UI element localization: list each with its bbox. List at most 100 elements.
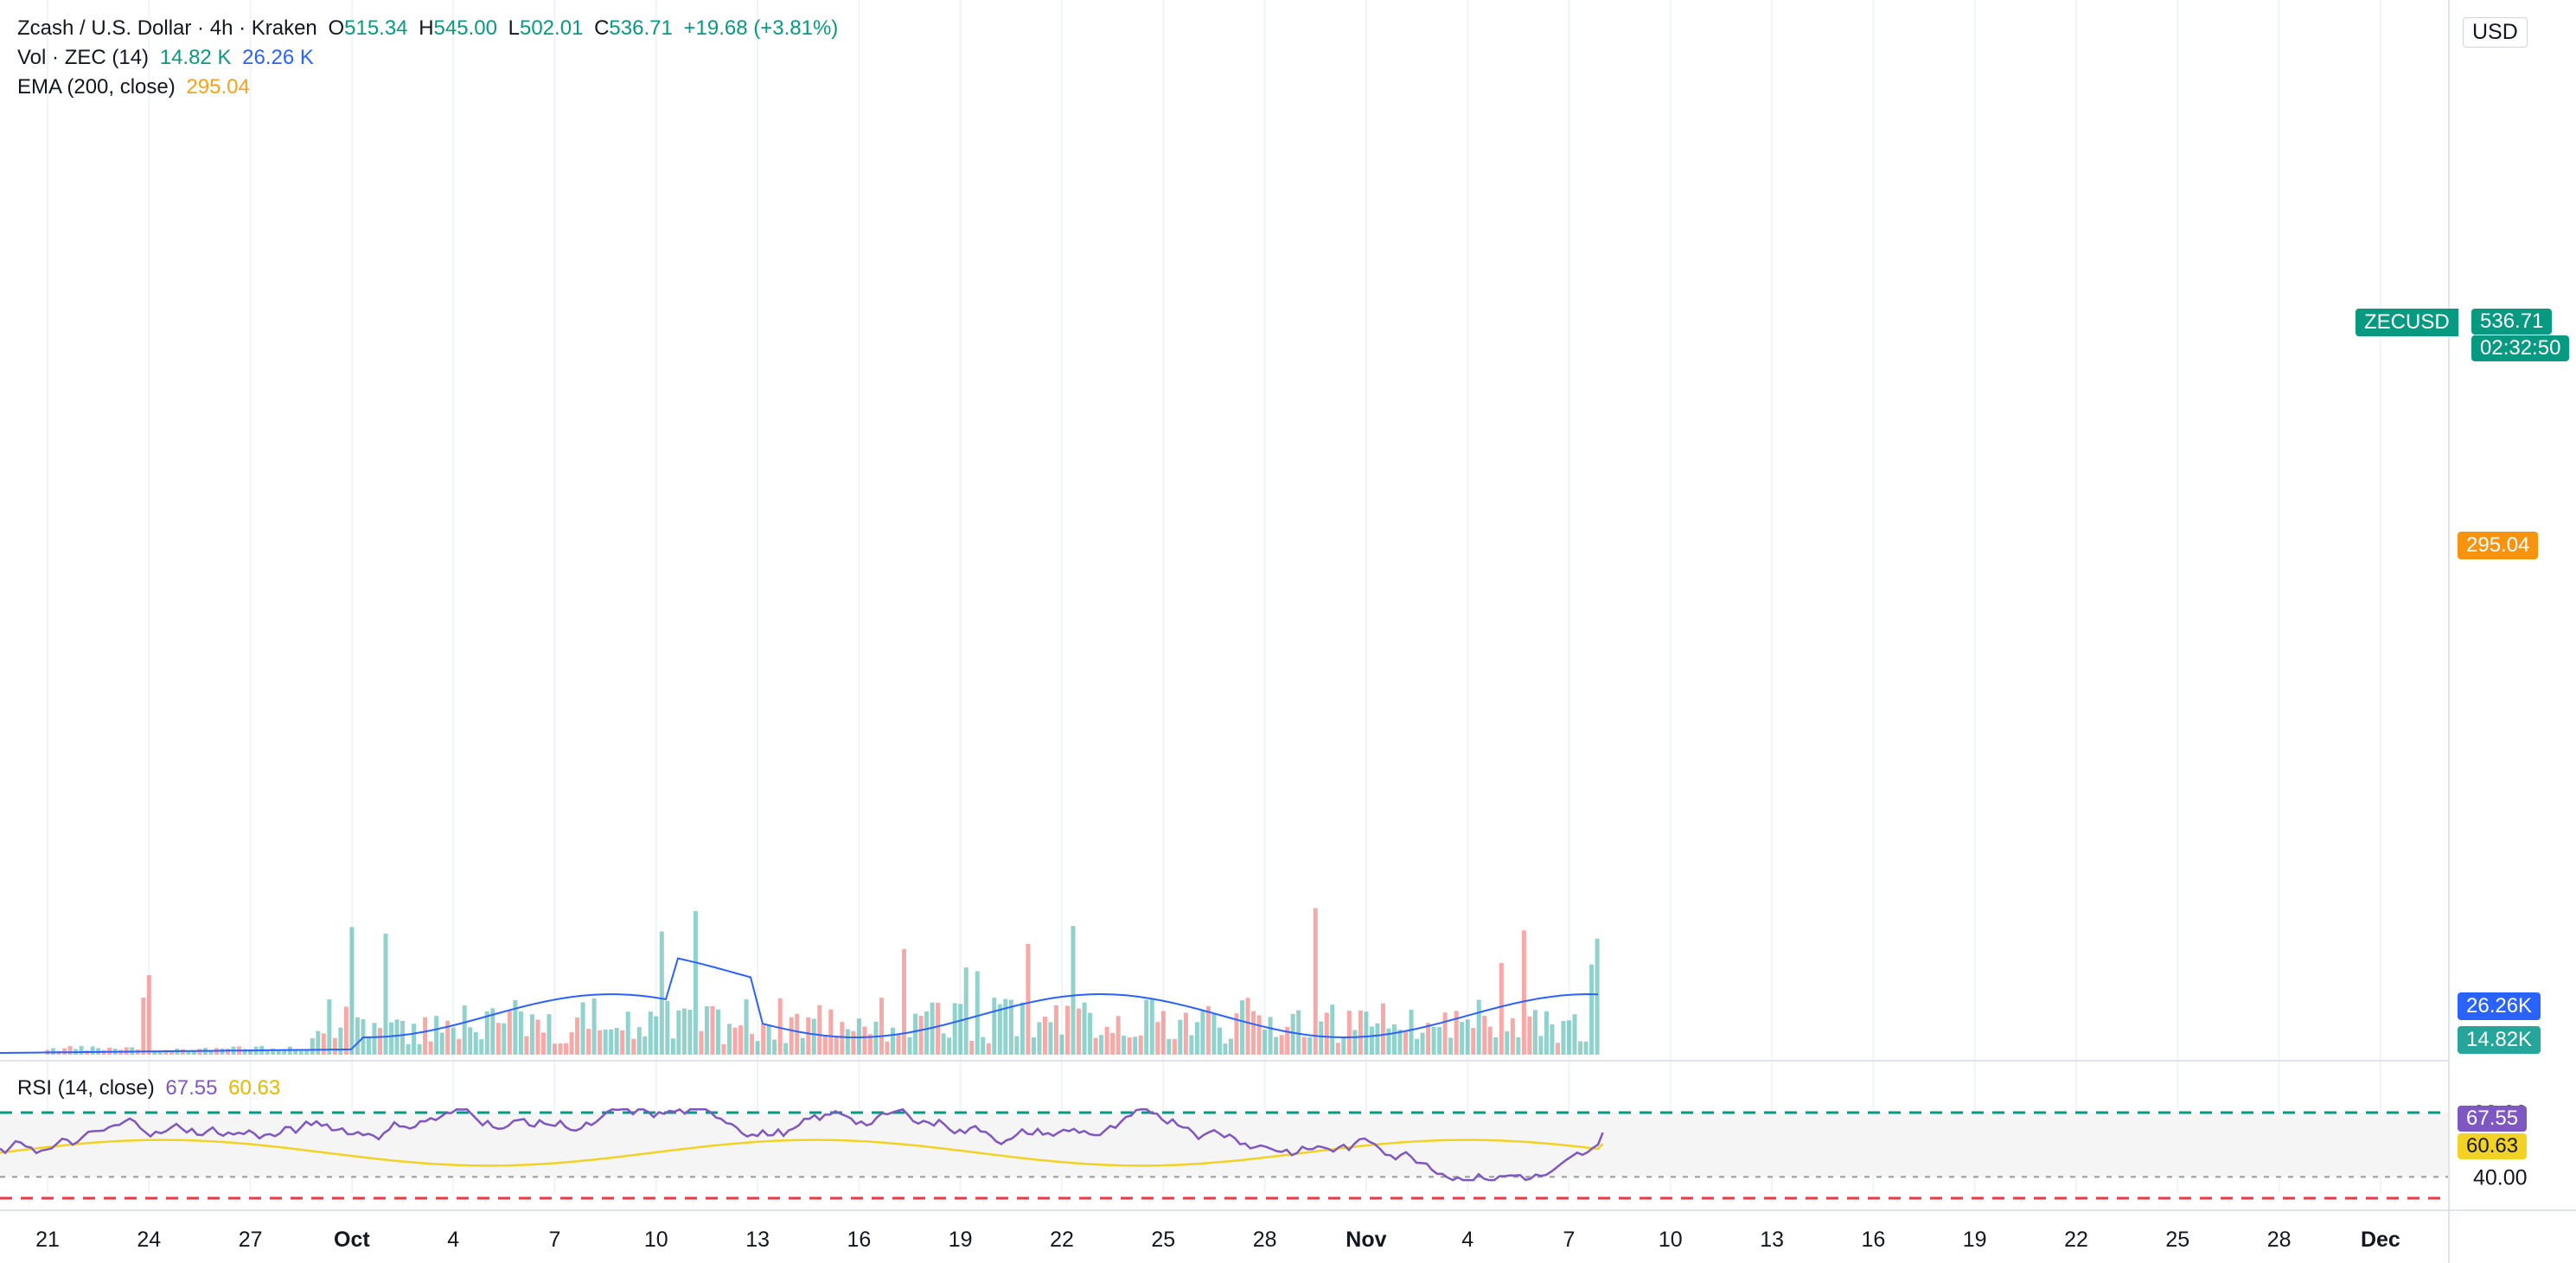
volume-bar <box>1026 943 1031 1055</box>
volume-bar <box>941 1033 946 1055</box>
volume-bar <box>372 1023 377 1055</box>
volume-bar <box>659 931 664 1055</box>
volume-bar <box>1251 1011 1256 1055</box>
volume-bar <box>958 1004 963 1055</box>
volume-bar <box>79 1046 84 1055</box>
time-tick-label: Oct <box>334 1228 370 1252</box>
time-axis[interactable]: 21 24 27 Oct 4 7 10 13 16 19 22 25 28 Nov 4 7 10 13 16 19 22… <box>0 1209 2576 1252</box>
volume-bar <box>1420 1032 1425 1055</box>
volume-bar <box>648 1011 653 1055</box>
volume-bar <box>710 1005 715 1055</box>
volume-bar <box>1589 964 1595 1055</box>
volume-bar <box>1205 1006 1211 1055</box>
volume-bar <box>1476 999 1481 1055</box>
volume-bar <box>316 1030 321 1055</box>
volume-bar <box>1460 1022 1465 1055</box>
volume-bar <box>157 1050 163 1055</box>
volume-bar <box>1561 1021 1566 1055</box>
chart-grid <box>0 0 2449 1193</box>
volume-bar <box>580 1002 585 1055</box>
time-tick-label: 22 <box>2064 1228 2088 1252</box>
time-tick-label: 13 <box>745 1228 770 1252</box>
volume-bar <box>1510 1017 1515 1055</box>
volume-bar <box>451 1027 456 1055</box>
volume-bar <box>795 1013 800 1055</box>
volume-bar <box>1037 1022 1042 1055</box>
volume-bar <box>1133 1037 1138 1055</box>
volume-bar <box>1471 1028 1476 1055</box>
volume-bar <box>1229 1038 1233 1055</box>
volume-bar <box>681 1008 687 1055</box>
volume-bar <box>1431 1026 1436 1055</box>
volume-bar <box>355 1017 360 1055</box>
volume-bar <box>1223 1043 1228 1055</box>
volume-bar <box>186 1050 191 1055</box>
time-tick-label: 16 <box>847 1228 871 1252</box>
volume-bar <box>310 1038 315 1055</box>
volume-bar <box>1538 1036 1544 1055</box>
volume-bar <box>750 1034 755 1055</box>
time-tick-label: 27 <box>239 1228 263 1252</box>
volume-bar <box>1178 1019 1183 1055</box>
volume-bar <box>609 1029 614 1055</box>
volume-bar <box>298 1050 304 1055</box>
volume-bar <box>191 1050 196 1055</box>
volume-bar <box>981 1037 986 1055</box>
volume-bar <box>473 1031 478 1055</box>
volume-bar <box>1324 1012 1329 1055</box>
time-tick-label: 7 <box>1563 1228 1576 1252</box>
volume-bar <box>439 1032 444 1055</box>
volume-bar <box>1301 1037 1307 1055</box>
currency-button[interactable]: USD <box>2463 17 2528 48</box>
volume-bar <box>947 1037 952 1055</box>
volume-bar <box>507 1011 512 1055</box>
volume-bar <box>389 1022 394 1055</box>
volume-bar <box>564 1043 569 1055</box>
volume-bar <box>265 1049 270 1055</box>
volume-bar <box>834 1036 839 1055</box>
open-label: O <box>328 16 345 40</box>
volume-bar <box>1042 1016 1047 1055</box>
volume-bar <box>1307 1037 1313 1055</box>
volume-bar <box>1403 1031 1409 1055</box>
volume-bar <box>1409 1010 1414 1055</box>
volume-bar <box>755 1041 760 1055</box>
volume-bar <box>1346 1011 1352 1055</box>
volume-bar <box>693 910 698 1055</box>
volume-bar <box>1567 1020 1571 1055</box>
volume-bar <box>1160 1011 1166 1055</box>
volume-bar <box>704 1006 709 1055</box>
countdown-tag: 02:32:50 <box>2471 335 2570 361</box>
volume-bar <box>1482 1016 1487 1055</box>
volume-bar <box>141 997 146 1055</box>
volume-bar <box>1262 1030 1268 1055</box>
volume-bar <box>1527 1016 1532 1055</box>
volume-bar <box>1059 1034 1064 1055</box>
volume-tag: 14.82K <box>2458 1026 2541 1054</box>
volume-bar <box>383 934 388 1055</box>
volume-bar <box>495 1023 501 1055</box>
volume-bar <box>1583 1041 1588 1055</box>
volume-bar <box>1014 1036 1020 1055</box>
volume-bar <box>1380 1003 1385 1055</box>
volume-bar <box>1211 1013 1217 1055</box>
volume-bar <box>327 998 332 1055</box>
price-axis[interactable]: 1,000.00850.00730.00610.00455.00395.0033… <box>2448 0 2557 1263</box>
ema-value: 295.04 <box>186 75 250 99</box>
volume-bar <box>806 1017 811 1055</box>
volume-bar <box>1442 1012 1448 1055</box>
volume-bar <box>913 1013 918 1055</box>
volume-bar <box>366 1037 371 1055</box>
volume-bar <box>1532 1010 1537 1055</box>
low-value: 502.01 <box>519 16 584 40</box>
volume-bar <box>406 1043 411 1055</box>
volume-bar <box>321 1033 326 1055</box>
volume-bar <box>1290 1013 1295 1055</box>
volume-ma-tag: 26.26K <box>2458 992 2541 1020</box>
volume-bar <box>1149 998 1154 1055</box>
volume-bar <box>783 1043 789 1055</box>
volume-bar <box>394 1019 400 1055</box>
volume-bar <box>738 1025 744 1055</box>
volume-bar <box>598 1030 603 1055</box>
